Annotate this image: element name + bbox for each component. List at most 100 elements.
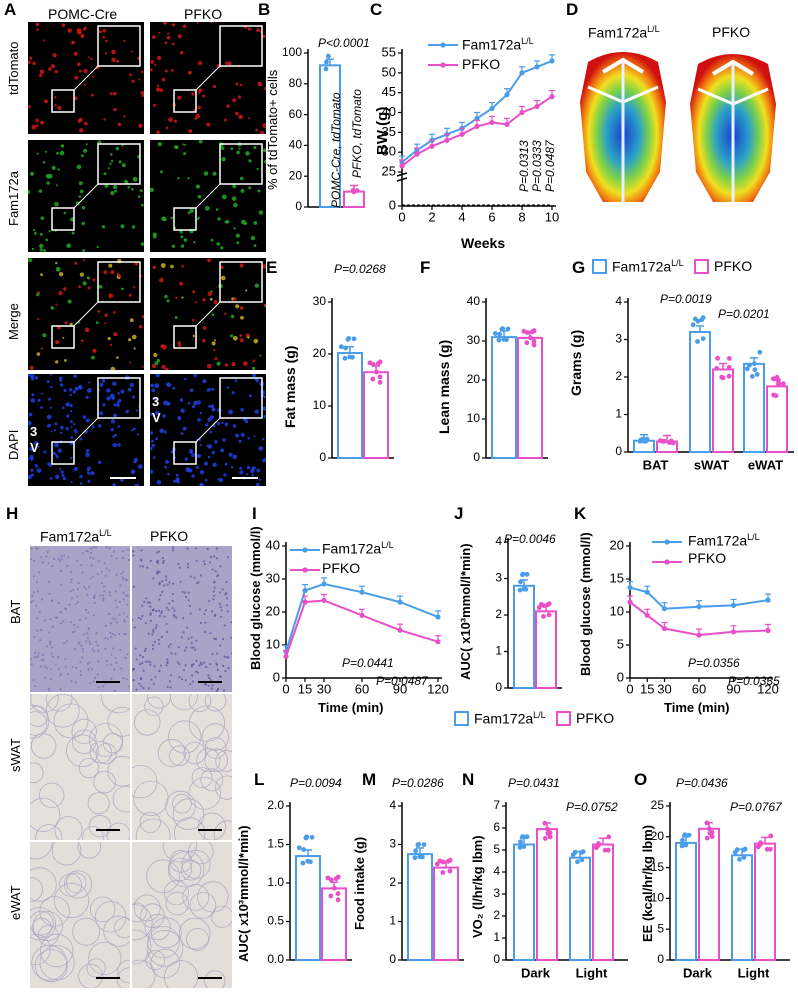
cell-dot <box>133 347 136 350</box>
cell-dot <box>245 473 248 476</box>
cell-dot <box>106 396 111 401</box>
k-legend-1: Fam172aL/L <box>688 532 760 549</box>
cell-dot <box>73 96 78 101</box>
cell-dot <box>87 479 91 483</box>
cell-dot <box>114 433 117 437</box>
cell-dot <box>264 395 267 399</box>
nucleus-dot <box>120 572 123 575</box>
data-point <box>496 337 502 343</box>
y-tick-label: 1.5 <box>267 837 284 851</box>
cell-dot <box>98 284 103 289</box>
cell-dot <box>112 443 117 448</box>
data-point <box>399 163 405 169</box>
nucleus-dot <box>155 560 159 563</box>
nucleus-dot <box>116 606 119 609</box>
cell-dot <box>226 104 230 108</box>
cell-dot <box>182 24 187 29</box>
nucleus-dot <box>29 657 32 661</box>
nucleus-dot <box>97 660 100 663</box>
adipocyte-outline <box>51 835 82 866</box>
data-point <box>541 614 546 619</box>
cell-dot <box>197 418 201 422</box>
mid-legend-swatch-control <box>454 711 469 726</box>
axis-break <box>396 177 408 182</box>
k-xlabel: Time (min) <box>664 700 730 715</box>
cell-dot <box>99 382 104 387</box>
data-point <box>323 66 329 72</box>
nucleus-dot <box>126 615 129 618</box>
nucleus-dot <box>218 591 222 594</box>
cell-dot <box>111 57 116 63</box>
cell-dot <box>231 362 236 367</box>
data-point <box>505 326 511 332</box>
micrograph-r0-c0 <box>27 22 145 134</box>
y-tick-label: 40 <box>289 138 303 152</box>
cell-dot <box>155 410 160 415</box>
data-point <box>542 836 548 841</box>
data-point <box>519 70 525 76</box>
cell-dot <box>70 480 73 484</box>
cell-dot <box>239 470 244 475</box>
x-tick-label: 30 <box>657 681 671 696</box>
nucleus-dot <box>198 664 201 667</box>
cell-dot <box>49 406 53 409</box>
data-point <box>544 826 550 832</box>
cell-dot <box>162 414 166 418</box>
nucleus-dot <box>110 653 113 656</box>
data-point <box>359 589 365 595</box>
adipocyte-outline <box>157 738 186 767</box>
cell-dot <box>214 440 218 444</box>
cell-dot <box>31 124 37 130</box>
cell-dot <box>160 344 165 349</box>
j-ylabel: AUC( x10³mmol/l*min) <box>458 543 473 680</box>
data-point <box>459 131 465 137</box>
nucleus-dot <box>184 679 187 682</box>
nucleus-dot <box>138 682 141 685</box>
cell-dot <box>128 338 132 342</box>
data-point <box>752 367 758 373</box>
nucleus-dot <box>35 581 39 584</box>
cell-dot <box>49 477 53 480</box>
adipocyte-outline <box>165 891 190 916</box>
nucleus-dot <box>213 637 216 640</box>
x-tick-label: 0 <box>626 681 633 696</box>
nucleus-dot <box>182 669 185 672</box>
data-point <box>300 860 306 866</box>
zoom-inset-box <box>219 143 263 185</box>
cell-dot <box>177 480 181 484</box>
cell-dot <box>172 42 175 46</box>
nucleus-dot <box>131 669 134 672</box>
cell-dot <box>54 96 57 99</box>
nucleus-dot <box>198 608 201 611</box>
cell-dot <box>40 120 44 125</box>
roi-box <box>173 89 197 113</box>
cell-dot <box>54 201 59 207</box>
cell-dot <box>74 75 79 80</box>
nucleus-dot <box>165 606 168 609</box>
cell-dot <box>61 473 65 477</box>
adipocyte-outline <box>164 960 199 995</box>
nucleus-dot <box>209 678 212 682</box>
nucleus-dot <box>158 669 161 673</box>
cell-dot <box>211 341 216 346</box>
cell-dot <box>239 338 244 343</box>
chart-l: 0.00.51.01.52.0 <box>267 798 352 966</box>
cell-dot <box>38 189 43 193</box>
cell-dot <box>232 184 237 189</box>
cell-dot <box>209 430 213 434</box>
cell-dot <box>72 390 77 394</box>
h-col-label-1-sup: L/L <box>99 528 112 538</box>
nucleus-dot <box>145 597 148 600</box>
h-row-label-ewat: eWAT <box>8 885 23 920</box>
cell-dot <box>59 383 64 387</box>
nucleus-dot <box>42 658 45 661</box>
cell-dot <box>39 243 44 249</box>
nucleus-dot <box>121 550 124 553</box>
cell-dot <box>203 171 209 176</box>
nucleus-dot <box>59 688 62 691</box>
cell-dot <box>102 28 107 33</box>
nucleus-dot <box>211 684 214 687</box>
adipocyte-outline <box>133 894 161 922</box>
nucleus-dot <box>84 617 87 620</box>
nucleus-dot <box>152 630 155 633</box>
